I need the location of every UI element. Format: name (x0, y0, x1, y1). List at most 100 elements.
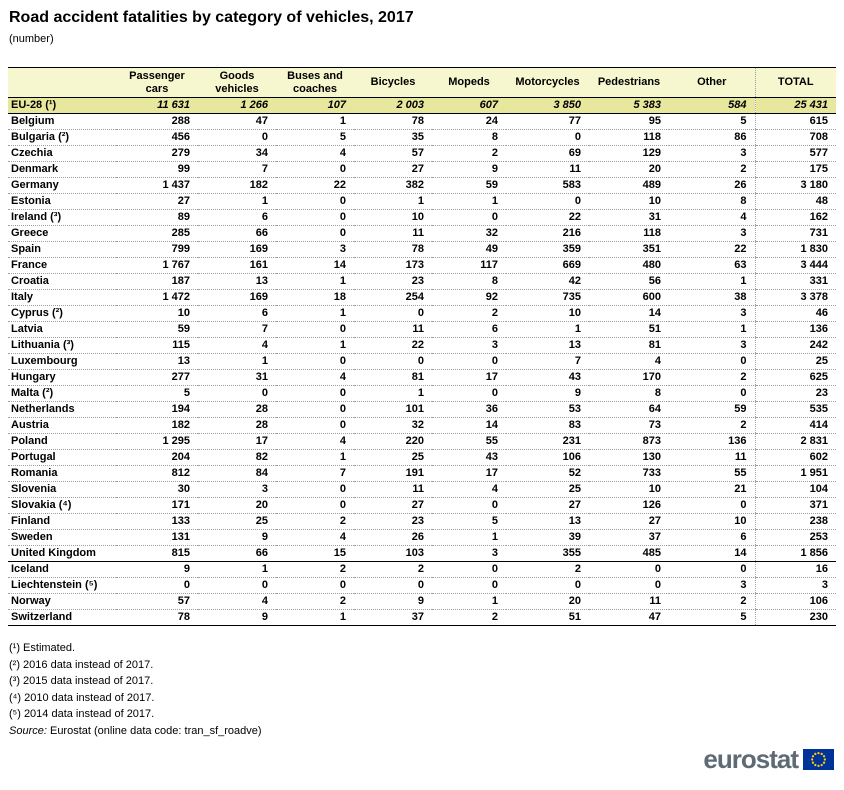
value-cell: 27 (116, 193, 198, 210)
value-cell: 602 (754, 449, 836, 466)
table-row-czechia: Czechia 279 34 4 57 2 69 129 3 577 (8, 145, 836, 162)
value-cell: 16 (754, 561, 836, 578)
efta-countries-section: Iceland 9 1 2 2 0 2 0 0 16 Liechtenstein (⁵) 0 0 0 0 0 0… (8, 561, 836, 626)
eurostat-logo: eurostat (703, 746, 834, 772)
value-cell: 0 (276, 497, 354, 514)
value-cell: 382 (354, 177, 432, 194)
value-cell: 170 (589, 369, 669, 386)
table-row-croatia: Croatia 187 13 1 23 8 42 56 1 331 (8, 273, 836, 290)
value-cell: 171 (116, 497, 198, 514)
value-cell: 359 (506, 241, 589, 258)
row-label: France (8, 257, 116, 274)
value-cell: 1 830 (754, 241, 836, 258)
value-cell: 480 (589, 257, 669, 274)
value-cell: 1 295 (116, 433, 198, 450)
value-cell: 117 (432, 257, 506, 274)
value-cell: 10 (116, 305, 198, 322)
value-cell: 1 (669, 273, 755, 290)
value-cell: 57 (354, 145, 432, 162)
col-header-total: TOTAL (754, 67, 836, 98)
value-cell: 0 (198, 385, 276, 402)
row-label: Luxembourg (8, 353, 116, 370)
eu-members-section: Belgium 288 47 1 78 24 77 95 5 615 Bulgaria (²) 456… (8, 113, 836, 562)
value-cell: 15 (276, 545, 354, 562)
source-text: Eurostat (online data code: tran_sf_road… (46, 724, 262, 737)
value-cell: 49 (432, 241, 506, 258)
table-row-luxembourg: Luxembourg 13 1 0 0 0 7 4 0 25 (8, 353, 836, 370)
value-cell: 2 (354, 561, 432, 578)
value-cell: 6 (669, 529, 755, 546)
value-cell: 0 (354, 305, 432, 322)
value-cell: 136 (754, 321, 836, 338)
row-label: Belgium (8, 113, 116, 130)
row-label: Slovakia (⁴) (8, 497, 116, 514)
col-header-motorcycles: Motorcycles (506, 67, 589, 98)
value-cell: 0 (198, 577, 276, 594)
value-cell: 2 (669, 161, 755, 178)
value-cell: 8 (432, 129, 506, 146)
value-cell: 53 (506, 401, 589, 418)
value-cell: 47 (198, 113, 276, 130)
value-cell: 169 (198, 241, 276, 258)
value-cell: 873 (589, 433, 669, 450)
value-cell: 231 (506, 433, 589, 450)
value-cell: 733 (589, 465, 669, 482)
value-cell: 230 (754, 609, 836, 626)
row-label: Finland (8, 513, 116, 530)
value-cell: 288 (116, 113, 198, 130)
page-subtitle: (number) (9, 33, 54, 45)
value-cell: 101 (354, 401, 432, 418)
value-cell: 5 383 (589, 97, 669, 114)
value-cell: 1 (432, 593, 506, 610)
value-cell: 13 (506, 513, 589, 530)
value-cell: 81 (589, 337, 669, 354)
value-cell: 7 (198, 161, 276, 178)
col-header-passenger-cars: Passenger cars (116, 67, 198, 98)
table-row-germany: Germany 1 437 182 22 382 59 583 489 26 3 180 (8, 177, 836, 194)
col-header-pedestrians: Pedestrians (589, 67, 669, 98)
value-cell: 489 (589, 177, 669, 194)
value-cell: 8 (432, 273, 506, 290)
value-cell: 4 (432, 481, 506, 498)
value-cell: 1 (276, 449, 354, 466)
table-row-norway: Norway 57 4 2 9 1 20 11 2 106 (8, 593, 836, 610)
table-row-denmark: Denmark 99 7 0 27 9 11 20 2 175 (8, 161, 836, 178)
value-cell: 625 (754, 369, 836, 386)
value-cell: 1 (432, 529, 506, 546)
footnote-2: (²) 2016 data instead of 2017. (9, 658, 154, 671)
fatalities-table: Passenger cars Goods vehicles Buses and co… (8, 67, 836, 626)
source-label: Source: (9, 724, 47, 737)
value-cell: 22 (354, 337, 432, 354)
value-cell: 3 (276, 241, 354, 258)
value-cell: 815 (116, 545, 198, 562)
value-cell: 194 (116, 401, 198, 418)
value-cell: 4 (276, 529, 354, 546)
value-cell: 3 (669, 145, 755, 162)
value-cell: 2 (276, 593, 354, 610)
row-label: Lithuania (³) (8, 337, 116, 354)
value-cell: 0 (669, 353, 755, 370)
value-cell: 1 856 (754, 545, 836, 562)
value-cell: 169 (198, 289, 276, 306)
col-header-mopeds: Mopeds (432, 67, 506, 98)
value-cell: 182 (198, 177, 276, 194)
table-row-italy: Italy 1 472 169 18 254 92 735 600 38 3 378 (8, 289, 836, 306)
eurostat-logo-text: eurostat (703, 744, 799, 774)
value-cell: 20 (198, 497, 276, 514)
row-label: Austria (8, 417, 116, 434)
value-cell: 0 (116, 577, 198, 594)
table-row-united-kingdom: United Kingdom 815 66 15 103 3 355 485 14 1 856 (8, 545, 836, 562)
row-label: Estonia (8, 193, 116, 210)
value-cell: 9 (354, 593, 432, 610)
value-cell: 38 (669, 289, 755, 306)
value-cell: 1 472 (116, 289, 198, 306)
value-cell: 5 (432, 513, 506, 530)
table-row-cyprus: Cyprus (²) 10 6 1 0 2 10 14 3 46 (8, 305, 836, 322)
row-label: Cyprus (²) (8, 305, 116, 322)
value-cell: 1 (198, 561, 276, 578)
row-label: Greece (8, 225, 116, 242)
table-row-netherlands: Netherlands 194 28 0 101 36 53 64 59 535 (8, 401, 836, 418)
value-cell: 4 (589, 353, 669, 370)
value-cell: 35 (354, 129, 432, 146)
